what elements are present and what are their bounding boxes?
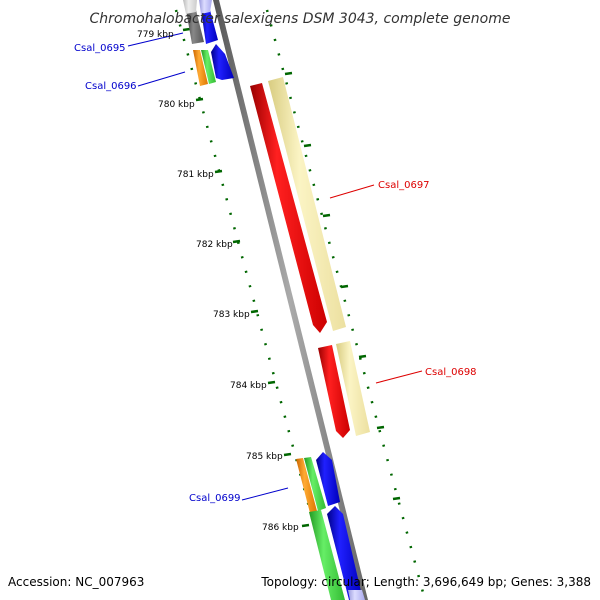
gene-feature-gray[interactable] [186,10,204,44]
tick-label: 779 kbp [137,30,174,40]
gene-feature-lightblue[interactable] [348,590,365,600]
tick-label: 781 kbp [177,170,214,180]
gene-label-csal-0697[interactable]: Csal_0697 [378,180,430,191]
tick-label: 786 kbp [262,523,299,533]
tick-label: 784 kbp [230,381,267,391]
tick-mark [322,213,331,218]
tick-mark [232,239,241,244]
genome-backbone [213,0,368,600]
tick-mark [301,523,310,528]
gene-label-csal-0699[interactable]: Csal_0699 [189,493,241,504]
leader-line-csal-0698 [375,370,423,384]
tick-mark [195,97,204,102]
gene-csal-0697-features[interactable] [250,77,346,333]
tick-mark [283,452,292,457]
gene-feature-green[interactable] [304,457,326,511]
leader-line-csal-0699 [241,487,289,501]
gene-csal-0696-features[interactable] [193,44,234,86]
gene-feature-blue-arrow[interactable] [327,506,363,600]
tick-mark [284,71,293,76]
tick-label: 780 kbp [158,100,195,110]
gene-feature-pale[interactable] [336,341,370,436]
tick-dashes-left [182,27,310,528]
tick-label: 782 kbp [196,240,233,250]
tick-mark [267,380,276,385]
gene-feature-red-arrow[interactable] [250,83,327,333]
tick-mark [340,284,349,289]
tick-mark [214,169,223,174]
gene-feature-green[interactable] [309,510,345,600]
gene-feature-red-arrow[interactable] [318,345,350,438]
gene-csal-0699-features[interactable] [296,452,340,513]
gene-feature-blue-arrow[interactable] [316,452,340,506]
gene-label-csal-0696[interactable]: Csal_0696 [85,81,137,92]
gene-csal-0698-features[interactable] [318,341,370,438]
tick-mark [303,143,312,148]
map-title: Chromohalobacter salexigens DSM 3043, co… [90,11,511,27]
gene-feature-orange[interactable] [193,50,208,86]
tick-label: 783 kbp [213,310,250,320]
tick-labels: 779 kbp 780 kbp 781 kbp 782 kbp 783 kbp … [137,30,299,533]
tick-mark [182,27,191,32]
gene-feature-lightblue[interactable] [199,0,212,14]
gene-feature-lightgray[interactable] [183,0,197,14]
gene-feature-pale[interactable] [268,77,346,331]
gene-feature-orange[interactable] [296,458,317,513]
gene-label-csal-0695[interactable]: Csal_0695 [74,43,126,54]
gene-feature-blue-arrow[interactable] [211,44,234,80]
gene-csal-0695-features[interactable] [183,0,218,44]
gene-bottom-features[interactable] [309,506,365,600]
gene-labels[interactable]: Csal_0695 Csal_0696 Csal_0697 Csal_0698 … [74,43,477,504]
genome-summary: Topology: circular; Length: 3,696,649 bp… [260,575,591,589]
gene-feature-blue[interactable] [201,10,218,44]
tick-mark [358,354,367,359]
gene-feature-green[interactable] [201,50,216,84]
leader-lines [127,32,423,501]
gene-label-csal-0698[interactable]: Csal_0698 [425,367,477,378]
leader-line-csal-0697 [329,184,375,199]
tick-label: 785 kbp [246,452,283,462]
leader-line-csal-0696 [137,71,186,87]
tick-dashes-right [284,71,401,501]
tick-mark [250,309,259,314]
accession-label: Accession: NC_007963 [8,575,144,589]
tick-mark [376,425,385,430]
tick-mark [392,496,401,501]
leader-line-csal-0695 [127,32,184,47]
